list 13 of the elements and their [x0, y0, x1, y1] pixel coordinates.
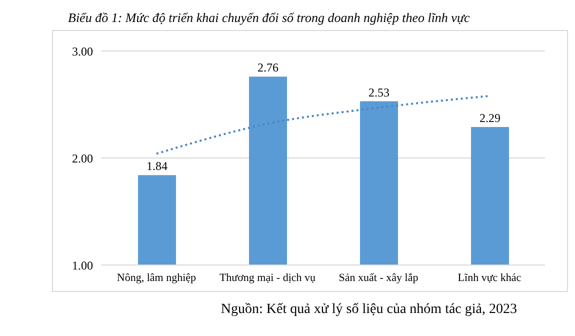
y-tick-label: 3.00	[72, 44, 93, 58]
x-tick-label: Nông, lâm nghiệp	[116, 272, 197, 284]
data-label: 2.53	[368, 85, 390, 100]
x-tick-label: Sản xuất - xây lắp	[338, 272, 419, 284]
chart-title: Biểu đồ 1: Mức độ triển khai chuyển đổi số trong doanh nghiệp theo lĩnh vực	[68, 10, 470, 26]
x-tick-label: Lĩnh vực khác	[458, 272, 522, 284]
text: Nguồn: Kết quả xử lý số liệu của nhóm tác giả, 2023	[220, 302, 517, 318]
data-label: 2.29	[480, 110, 500, 125]
x-tick-label: Thương mại - dịch vụ	[219, 272, 316, 284]
y-tick-label: 2.00	[72, 151, 93, 166]
data-label: 1.84	[146, 159, 168, 174]
data-label: 2.76	[258, 60, 278, 75]
y-tick-label: 1.00	[72, 258, 93, 272]
